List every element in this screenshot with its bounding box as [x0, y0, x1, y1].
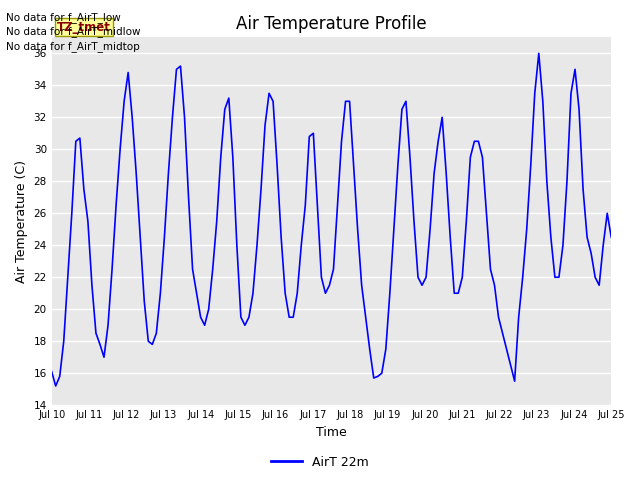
Text: No data for f_AirT_midtop: No data for f_AirT_midtop [6, 41, 140, 52]
X-axis label: Time: Time [316, 426, 347, 439]
Y-axis label: Air Temperature (C): Air Temperature (C) [15, 160, 28, 283]
Text: TZ_tmet: TZ_tmet [57, 21, 111, 34]
Legend: AirT 22m: AirT 22m [266, 451, 374, 474]
Text: No data for f_AirT_low: No data for f_AirT_low [6, 12, 121, 23]
Title: Air Temperature Profile: Air Temperature Profile [236, 15, 427, 33]
Text: No data for f_AirT_midlow: No data for f_AirT_midlow [6, 26, 141, 37]
